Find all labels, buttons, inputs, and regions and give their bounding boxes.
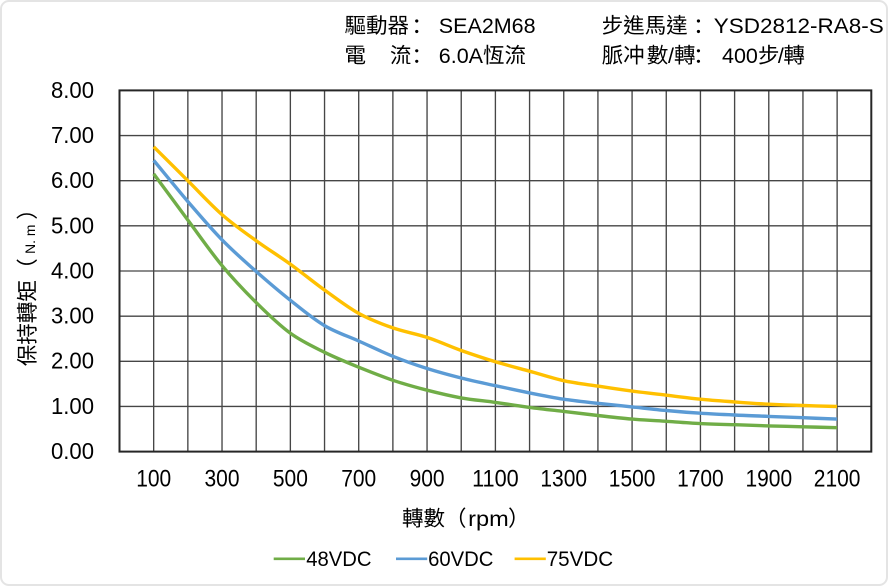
svg-text:1100: 1100 [472,466,519,493]
svg-text:300: 300 [205,466,240,493]
svg-text:1.00: 1.00 [51,393,94,419]
svg-text:/: / [778,44,784,68]
svg-text:1300: 1300 [540,466,587,493]
svg-text:SEA2M68: SEA2M68 [439,14,536,38]
svg-text:2.00: 2.00 [51,348,94,374]
svg-text:7.00: 7.00 [51,122,94,148]
svg-text:/: / [668,44,674,68]
svg-text:48VDC: 48VDC [306,547,371,571]
svg-text:N. m: N. m [23,225,38,254]
svg-text:6.0A: 6.0A [439,44,484,68]
svg-text:500: 500 [273,466,308,493]
svg-text:5.00: 5.00 [51,212,94,238]
svg-text:3.00: 3.00 [51,303,94,329]
svg-text:0.00: 0.00 [51,438,94,464]
svg-text:1500: 1500 [609,466,656,493]
svg-text:100: 100 [136,466,171,493]
svg-text:75VDC: 75VDC [547,547,613,571]
svg-text:60VDC: 60VDC [428,547,493,571]
svg-text:YSD2812-RA8-S: YSD2812-RA8-S [714,14,884,38]
svg-text:4.00: 4.00 [51,257,94,283]
svg-text:8.00: 8.00 [51,77,94,103]
svg-text:1700: 1700 [677,466,724,493]
svg-text:900: 900 [410,466,445,493]
svg-text:2100: 2100 [814,466,861,493]
svg-text:700: 700 [341,466,376,493]
svg-text:1900: 1900 [746,466,793,493]
svg-text:400: 400 [722,44,758,68]
svg-text:6.00: 6.00 [51,167,94,193]
svg-text:rpm: rpm [468,507,509,531]
